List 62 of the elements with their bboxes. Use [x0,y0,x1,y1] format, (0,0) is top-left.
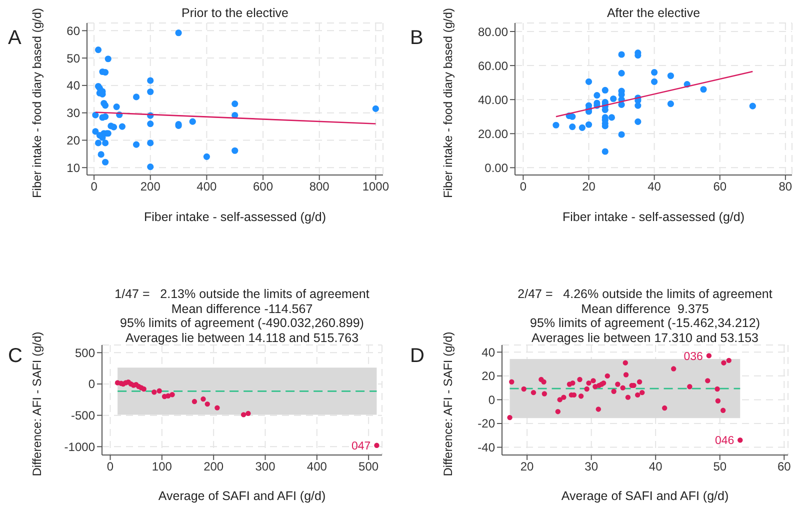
y-tick-label: 60.00 [478,58,508,73]
y-tick-label: 80.00 [478,24,508,39]
y-tick-label: 0.00 [484,160,508,175]
x-tick-label: 60 [777,460,792,474]
annotation: 047 [352,440,371,452]
y-tick-label: 20 [482,369,496,384]
y-axis-title: Difference: AFI - SAFI (g/d) [30,332,44,476]
text: C [8,345,22,368]
chart-title: 2/47 = 4.26% outside the limits of agreement [516,287,774,302]
x-tick-label: 800 [309,180,330,194]
y-tick-label: 60 [66,24,80,38]
chart-title: After the elective [606,6,702,20]
x-tick-label: 40 [648,180,662,194]
chart-title: Prior to the elective [180,6,290,20]
chart-title: 1/47 = 2.13% outside the limits of agreement [114,287,370,302]
x-tick-label: 300 [255,460,276,474]
y-tick-label: 40.00 [478,92,508,107]
x-tick-label: 200 [204,460,224,474]
x-tick-label: 40 [648,460,663,474]
y-tick-label: 0 [88,377,96,392]
x-tick-label: 600 [253,180,274,194]
y-tick-label: 40 [482,345,496,360]
x-tick-label: 20 [582,180,596,194]
x-tick-label: 200 [140,180,161,194]
y-tick-label: -20 [478,416,496,431]
x-tick-label: 60 [713,180,727,194]
x-tick-label: 400 [196,180,218,194]
y-tick-label: 500 [74,346,96,360]
x-axis-title: Fiber intake - self-assessed (g/d) [142,210,327,224]
y-tick-label: 20 [66,133,80,148]
y-tick-label: 20.00 [478,126,508,141]
x-tick-label: 1000 [362,180,390,194]
text: A [8,27,22,50]
annotation: 036 [684,350,703,363]
x-tick-label: 50 [713,460,727,474]
x-tick-label: 80 [778,180,792,194]
x-tick-label: 0 [520,180,527,194]
x-axis-title: Average of SAFI and AFI (g/d) [157,489,327,503]
y-tick-label: 30 [66,106,80,120]
x-tick-label: 20 [520,460,534,474]
chart-subtitle: Mean difference -114.567 95% limits of agreement (-490.032,260.899) Averages lie between 14.118 and 515.763 [119,302,365,345]
text: B [410,27,424,50]
annotation: 046 [714,435,734,448]
y-axis-title: Difference: AFI - SAFI (g/d) [441,332,455,476]
x-tick-label: 30 [584,460,598,474]
text: D [410,345,424,368]
x-tick-label: 0 [106,460,114,474]
y-tick-label: 50 [66,51,80,66]
x-axis-title: Fiber intake - self-assessed (g/d) [561,210,746,224]
x-tick-label: 500 [358,460,379,474]
chart-subtitle: Mean difference 9.375 95% limits of agreement (-15.462,34.212) Averages lie between 17.310 and 53.153 [529,302,761,345]
x-tick-label: 100 [152,460,172,474]
y-tick-label: -40 [478,440,496,455]
y-tick-label: 10 [66,160,80,175]
y-axis-title: Fiber intake - food diary based (g/d) [441,8,455,198]
y-tick-label: -500 [70,408,96,423]
y-tick-label: -1000 [64,440,96,454]
y-tick-label: 40 [66,78,80,93]
y-axis-title: Fiber intake - food diary based (g/d) [30,8,44,198]
x-axis-title: Average of SAFI and AFI (g/d) [560,489,730,503]
y-tick-label: 0 [488,392,496,407]
x-tick-label: 400 [306,460,328,474]
